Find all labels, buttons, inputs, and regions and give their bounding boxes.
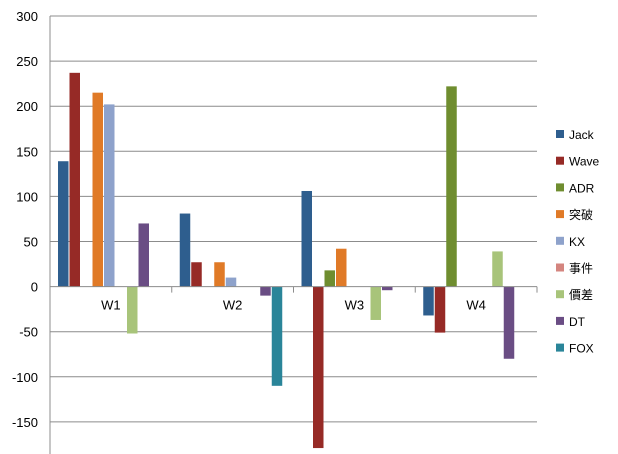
- legend-label: ADR: [569, 181, 595, 195]
- legend-swatch: [556, 130, 564, 138]
- legend-swatch: [556, 316, 564, 325]
- bar-Wave-W4: [434, 286, 446, 333]
- bar-DT-W3: [382, 286, 393, 291]
- bar-Wave-W2: [191, 262, 202, 287]
- legend-label: 事件: [569, 262, 593, 276]
- legend-swatch: [556, 263, 564, 272]
- bar-KX-W1: [104, 104, 115, 287]
- y-tick-label: -50: [19, 325, 38, 340]
- bar-DT-W1: [138, 223, 149, 287]
- legend-label: DT: [569, 315, 586, 329]
- y-tick-label: 200: [16, 99, 38, 114]
- legend-label: 價差: [569, 288, 593, 302]
- bar-Jack-W3: [301, 190, 312, 287]
- bar-ADR-W3: [324, 270, 335, 287]
- y-tick-label: 250: [16, 54, 38, 69]
- legend-label: KX: [569, 235, 585, 249]
- bar-DT-W4: [503, 286, 515, 359]
- bar-突破-W3: [336, 248, 347, 287]
- bar-Jack-W4: [423, 286, 434, 316]
- bar-Jack-W1: [58, 161, 69, 287]
- legend-label: Jack: [569, 128, 595, 142]
- y-tick-label: -150: [12, 415, 38, 430]
- legend-label: 突破: [569, 207, 593, 222]
- legend-swatch: [556, 343, 564, 352]
- legend-swatch: [556, 183, 564, 192]
- bar-KX-W2: [225, 277, 237, 287]
- bar-Wave-W3: [313, 286, 324, 449]
- category-label: W1: [101, 298, 121, 313]
- bar-Jack-W2: [179, 213, 191, 287]
- legend-swatch: [556, 156, 564, 165]
- category-label: W2: [223, 298, 243, 313]
- legend-label: FOX: [569, 342, 594, 356]
- y-tick-label: 150: [16, 144, 38, 159]
- bar-FOX-W2: [271, 286, 283, 386]
- category-label: W3: [345, 298, 365, 313]
- x-axis: [49, 16, 538, 454]
- bars: [58, 72, 515, 449]
- bar-突破-W2: [214, 262, 225, 287]
- legend-swatch: [556, 290, 564, 299]
- bar-價差-W4: [492, 251, 503, 287]
- category-labels: W1 W2 W3 W4: [101, 298, 486, 313]
- legend-label: Wave: [569, 155, 600, 169]
- legend-swatch: [556, 210, 564, 219]
- y-tick-label: 300: [16, 9, 38, 24]
- y-tick-label: 50: [24, 235, 38, 250]
- bar-ADR-W4: [446, 86, 457, 287]
- y-tick-label: -100: [12, 370, 38, 385]
- y-tick-label: 100: [16, 189, 38, 204]
- bar-價差-W3: [370, 286, 381, 320]
- bar-Wave-W1: [69, 72, 80, 287]
- y-tick-label: 0: [31, 280, 38, 295]
- bar-突破-W1: [92, 92, 103, 287]
- y-axis-tick-labels: 300 250 200 150 100 50 0 -50 -100 -150: [12, 9, 38, 430]
- bar-價差-W1: [127, 286, 138, 334]
- legend-swatch: [556, 236, 564, 245]
- bar-DT-W2: [260, 286, 271, 296]
- category-label: W4: [466, 298, 486, 313]
- gridlines: [50, 15, 537, 423]
